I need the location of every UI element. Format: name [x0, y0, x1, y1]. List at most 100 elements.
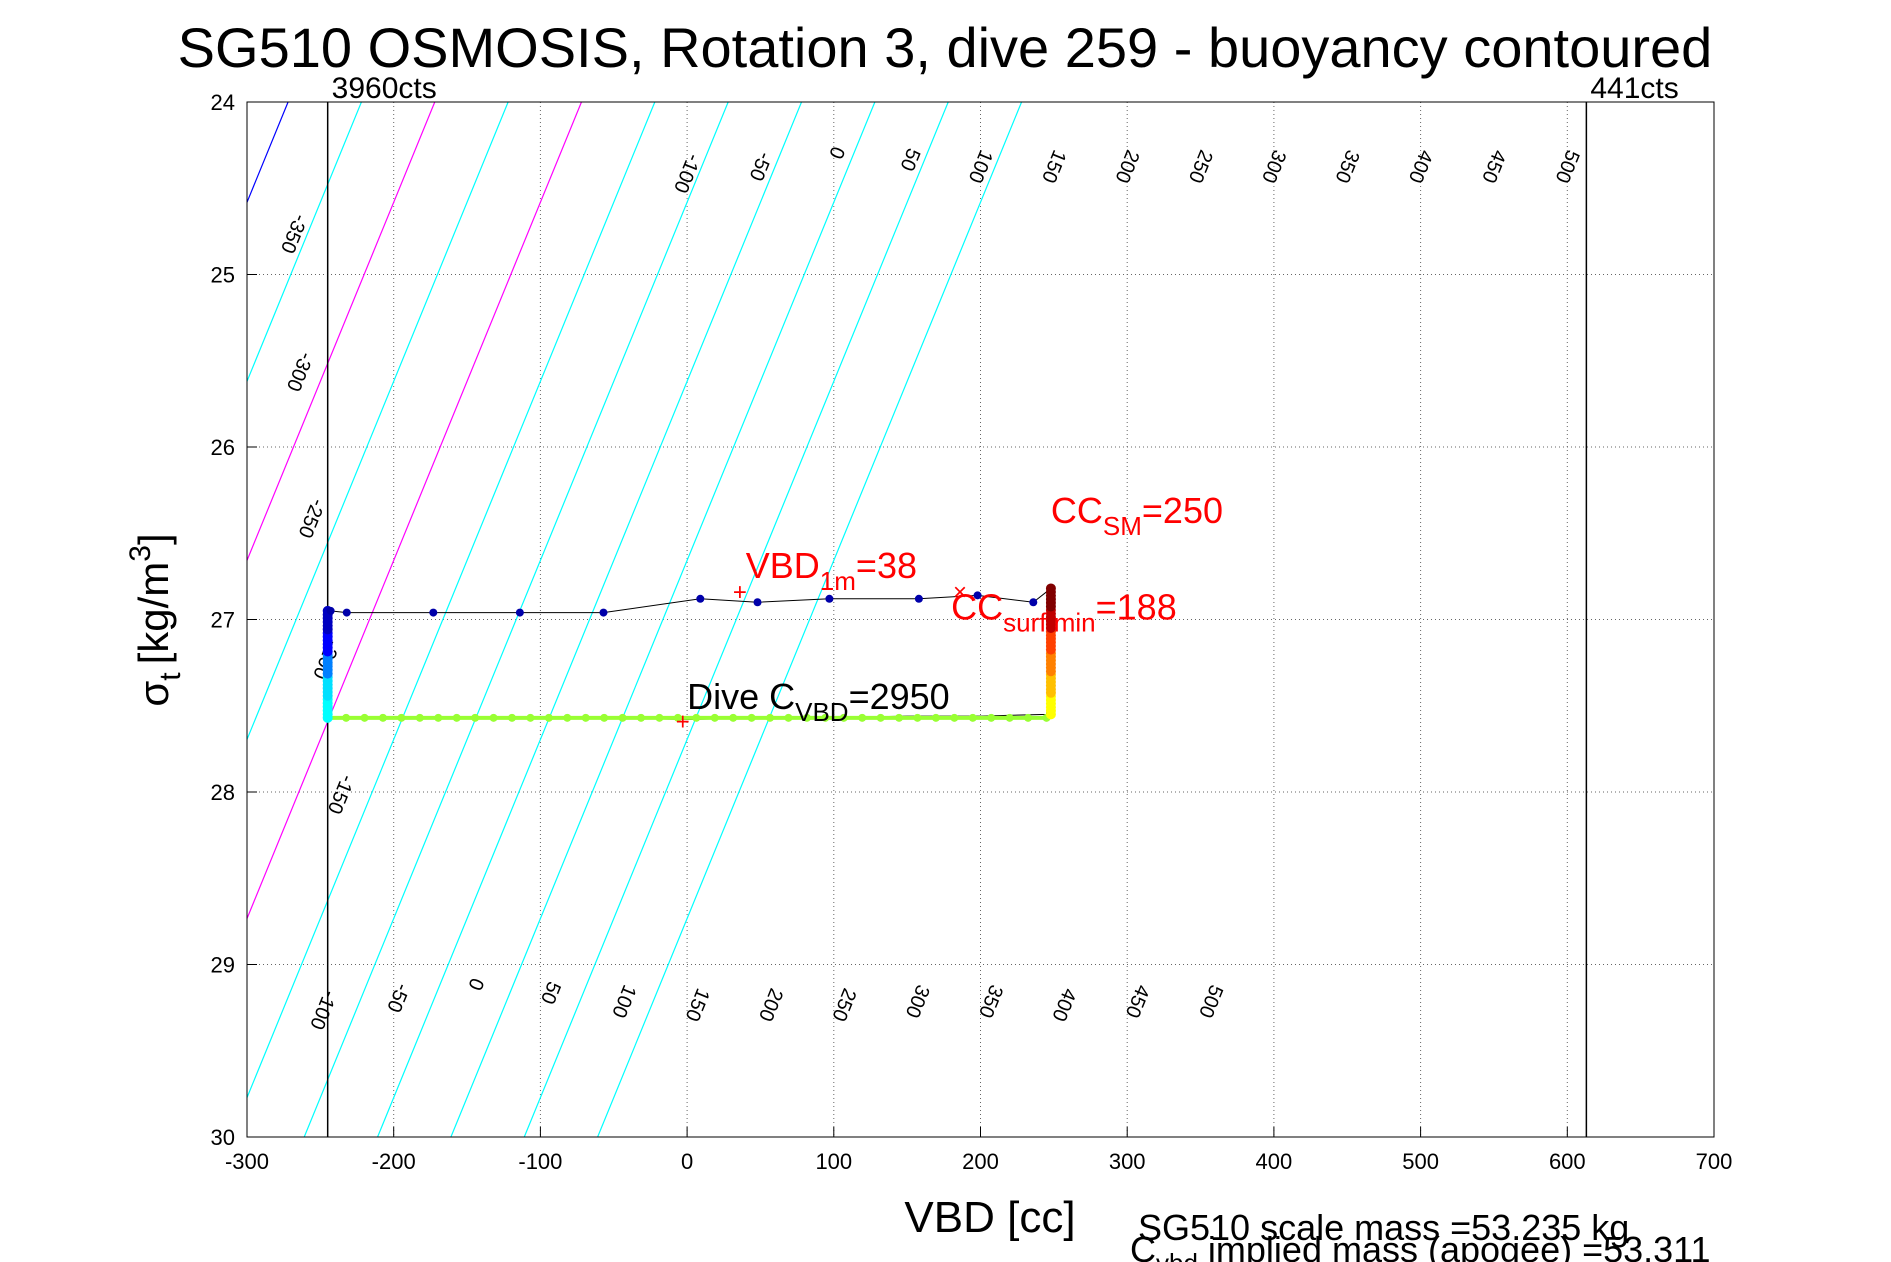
- dive-point: [784, 713, 793, 722]
- y-tick-label: 30: [211, 1125, 235, 1150]
- annotation-sub: VBD: [795, 697, 848, 727]
- annotation: CCsurf min=188: [951, 587, 1177, 638]
- y-label-pre: [kg/m: [130, 562, 177, 665]
- y-label-sub: t: [154, 672, 187, 681]
- series-line-climb: [330, 588, 1052, 614]
- y-axis-label: σt [kg/m3]: [124, 533, 187, 706]
- vbd-limit-label: 3960cts: [332, 72, 437, 105]
- buoyancy-contour-line: [247, 102, 362, 383]
- dive-point: [1005, 713, 1014, 722]
- annotation-main: CC: [951, 587, 1003, 628]
- x-tick-label: 0: [681, 1149, 693, 1174]
- x-tick-label: -100: [518, 1149, 562, 1174]
- dive-point: [1024, 713, 1033, 722]
- buoyancy-contours: [0, 102, 1023, 1137]
- x-tick-label: 600: [1549, 1149, 1586, 1174]
- dive-point: [489, 713, 498, 722]
- annotation-main: CC: [1051, 490, 1103, 531]
- chart-title: SG510 OSMOSIS, Rotation 3, dive 259 - bu…: [178, 16, 1713, 79]
- dive-point: [913, 713, 922, 722]
- dive-point: [508, 713, 517, 722]
- x-axis-label: VBD [cc]: [904, 1193, 1075, 1242]
- x-tick-label: 300: [1109, 1149, 1146, 1174]
- annotation-tail: =2950: [849, 676, 950, 717]
- footer-line-1: SG510 scale mass =53.235 kg: [1138, 1207, 1629, 1248]
- y-label-sup: 3: [124, 545, 157, 562]
- dive-point: [397, 713, 406, 722]
- climb-point: [342, 608, 351, 617]
- marker: ×: [953, 579, 967, 606]
- dive-point: [526, 713, 535, 722]
- annotation-main: Dive C: [687, 676, 795, 717]
- marker: +: [676, 708, 690, 735]
- dive-point: [581, 713, 590, 722]
- x-tick-label: 400: [1256, 1149, 1293, 1174]
- climb-point: [753, 598, 762, 607]
- annotation-tail: =250: [1142, 490, 1223, 531]
- buoyancy-contour-line: [303, 102, 729, 1137]
- buoyancy-contour-line: [0, 102, 68, 1137]
- dive-point: [968, 713, 977, 722]
- vbd-limit-label: 441cts: [1590, 72, 1678, 105]
- axis-ticks: -300 -200 -100 0 100 200 300 400 500 600 700 24 25 26…: [211, 90, 1733, 1174]
- climb-point: [825, 594, 834, 603]
- dive-point: [342, 713, 351, 722]
- dive-point: [747, 713, 756, 722]
- dive-point: [618, 713, 627, 722]
- annotation-tail: =188: [1096, 587, 1177, 628]
- y-tick-label: 28: [211, 780, 235, 805]
- buoyancy-contour-line: [247, 102, 436, 562]
- annotation-sub: SM: [1103, 511, 1142, 541]
- dive-point: [637, 713, 646, 722]
- annotation-sub: surf min: [1003, 608, 1095, 638]
- x-tick-label: -300: [225, 1149, 269, 1174]
- climb-point: [973, 591, 982, 600]
- climb-point: [696, 594, 705, 603]
- dive-point: [692, 713, 701, 722]
- dive-point: [858, 713, 867, 722]
- dive-point: [710, 713, 719, 722]
- dive-point: [360, 713, 369, 722]
- svg-text:σt[kg/m3]: σt [kg/m3]: [124, 533, 187, 706]
- x-tick-label: 700: [1696, 1149, 1733, 1174]
- buoyancy-contour-line: [247, 102, 583, 921]
- marker: +: [733, 579, 747, 606]
- buoyancy-contour-line: [597, 102, 1023, 1137]
- footer-line-2-main: C: [1130, 1229, 1156, 1262]
- dive-point: [895, 713, 904, 722]
- y-tick-label: 24: [211, 90, 235, 115]
- buoyancy-contour-line: [523, 102, 949, 1137]
- dive-point: [655, 713, 664, 722]
- buoyancy-contour-line: [450, 102, 876, 1137]
- y-label-post: ]: [130, 533, 177, 545]
- climb-point: [599, 608, 608, 617]
- x-tick-label: 100: [815, 1149, 852, 1174]
- annotation: CCSM=250: [1051, 490, 1223, 541]
- footer-line-2-tail: implied mass (apogee) =53.311: [1198, 1229, 1711, 1262]
- dive-point: [415, 713, 424, 722]
- markers: + × +: [676, 579, 967, 735]
- y-tick-label: 26: [211, 435, 235, 460]
- data-points: [322, 583, 1056, 723]
- dive-point: [673, 713, 682, 722]
- x-tick-label: 500: [1402, 1149, 1439, 1174]
- y-tick-label: 29: [211, 953, 235, 978]
- dive-point: [378, 713, 387, 722]
- footer-line-2: Cvbd implied mass (apogee) =53.311: [1130, 1229, 1711, 1262]
- dive-point: [600, 713, 609, 722]
- annotation: VBD1m=38: [746, 545, 917, 596]
- buoyancy-contour-line: [247, 102, 509, 742]
- y-label-main: σ: [130, 681, 177, 707]
- annotation-tail: =38: [856, 545, 917, 586]
- climb-point: [326, 606, 335, 615]
- y-tick-label: 27: [211, 608, 235, 633]
- climb-point: [429, 608, 438, 617]
- dive-point: [802, 713, 811, 722]
- dive-point-right: [1045, 583, 1056, 594]
- dive-point: [766, 713, 775, 722]
- annotation-sub: 1m: [820, 566, 856, 596]
- climb-point: [1029, 598, 1038, 607]
- dive-point: [821, 713, 830, 722]
